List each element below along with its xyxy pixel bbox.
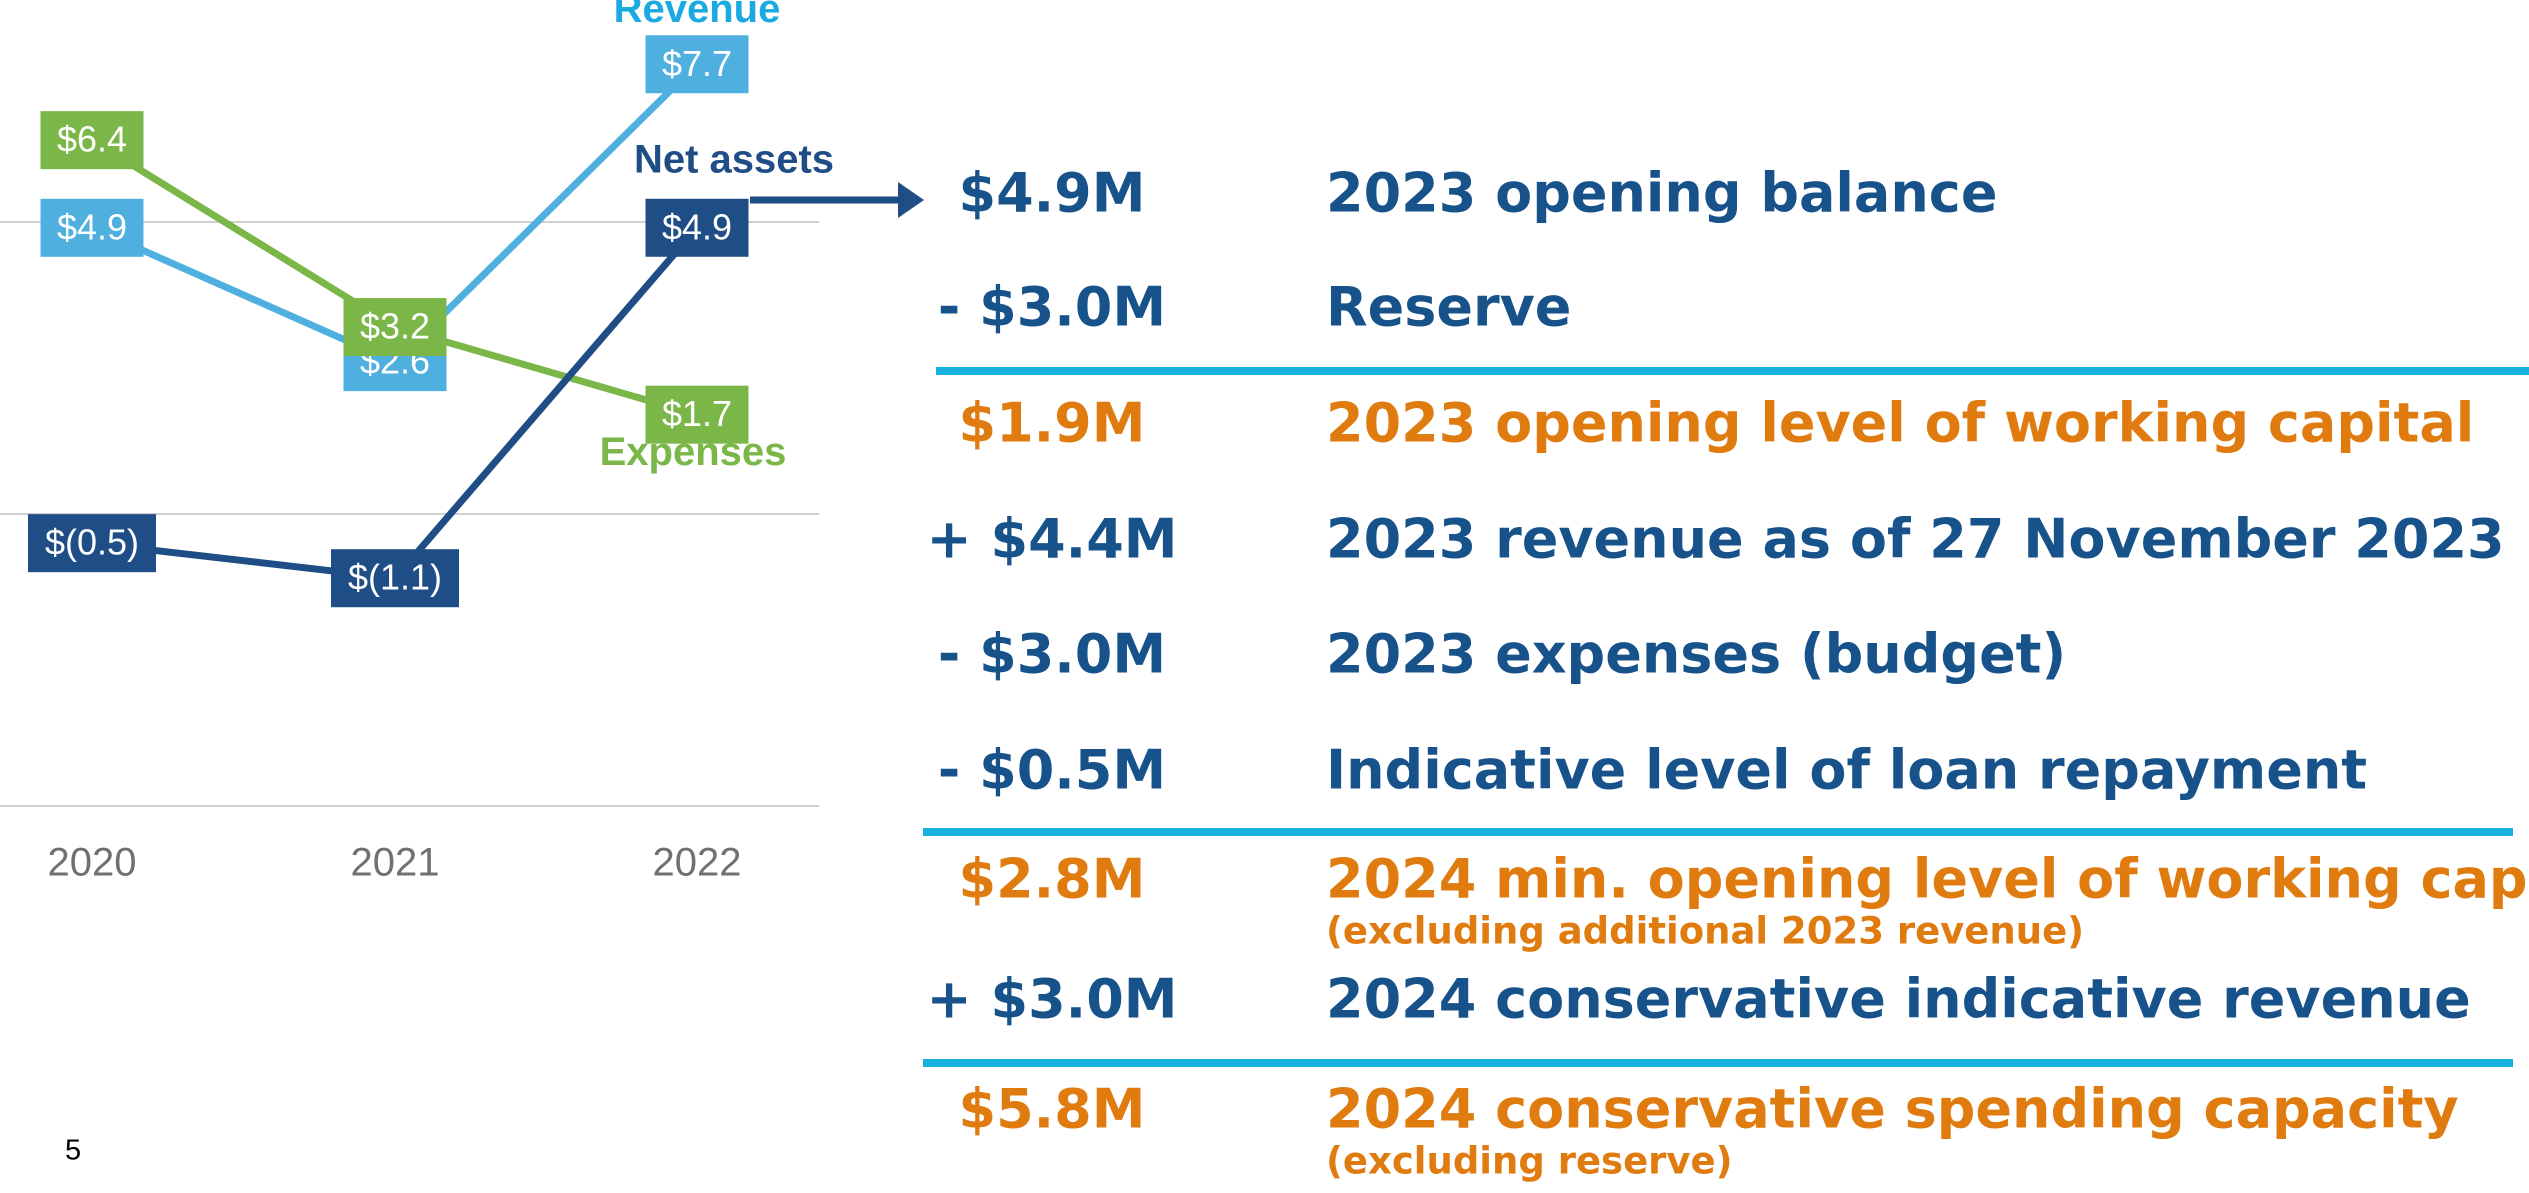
data-label: $3.2 [360,306,430,347]
data-label: $7.7 [662,43,732,84]
row-label: 2023 expenses (budget) [1326,623,2066,686]
x-tick-label: 2022 [653,841,742,885]
series-name: Expenses [600,430,787,474]
data-label: $4.9 [57,206,127,247]
data-label: $(1.1) [348,557,442,598]
data-label-box [343,298,447,357]
x-tick-label: 2021 [351,841,440,885]
data-label-box [645,198,749,257]
amount: - $3.0M [938,623,1166,686]
arrow-head [898,182,924,218]
series-line [91,225,700,582]
row-label: 2024 conservative spending capacity [1326,1078,2459,1141]
series-name: Revenue [614,0,781,31]
data-label: $4.9 [662,206,732,247]
amount: + $3.0M [926,968,1177,1031]
data-label-box [40,111,144,170]
data-label-box [331,549,459,608]
row-label: Indicative level of loan repayment [1326,739,2367,802]
page-number: 5 [65,1135,81,1167]
data-label-box [645,385,749,444]
amount: $5.8M [959,1078,1146,1141]
amount: - $0.5M [938,739,1166,802]
amount: $2.8M [959,848,1146,911]
data-label-box [40,198,144,257]
series-name: Net assets [634,137,834,181]
data-label: $6.4 [57,119,127,160]
x-tick-label: 2020 [48,841,137,885]
data-label-box [645,35,749,94]
data-label: $(0.5) [45,522,139,563]
amount: - $3.0M [938,276,1166,339]
row-label: 2023 opening balance [1326,162,1997,225]
data-label-box [28,514,156,573]
data-label: $1.7 [662,393,732,434]
row-note: (excluding additional 2023 revenue) [1326,910,2084,953]
amount: $1.9M [959,392,1146,455]
amount: + $4.4M [926,508,1177,571]
row-label: 2023 opening level of working capital [1326,392,2474,455]
row-label: Reserve [1326,276,1571,339]
row-label: 2024 conservative indicative revenue [1326,968,2471,1031]
row-label: 2023 revenue as of 27 November 2023 [1326,508,2505,571]
row-label: 2024 min. opening level of working capit… [1326,848,2529,911]
amount: $4.9M [959,162,1146,225]
row-note: (excluding reserve) [1326,1140,1733,1183]
